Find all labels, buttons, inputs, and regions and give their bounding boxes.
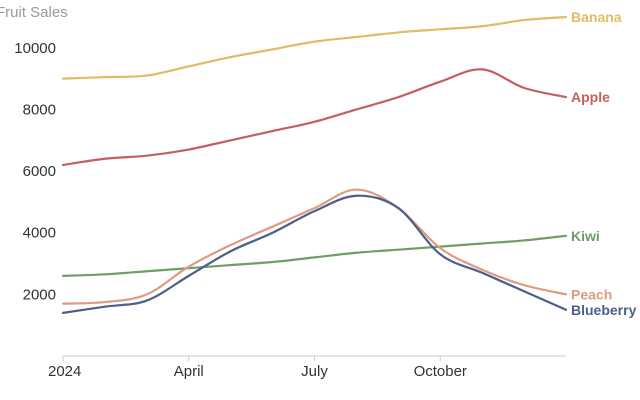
- y-tick-label: 2000: [23, 286, 56, 303]
- x-tick-label: April: [174, 363, 204, 380]
- series-label-banana: Banana: [571, 9, 622, 25]
- y-tick-label: 10000: [14, 40, 56, 57]
- series-label-apple: Apple: [571, 89, 610, 105]
- series-line-banana: [61, 15, 568, 80]
- y-tick-label: 8000: [23, 101, 56, 118]
- x-axis-ticks: 2024 April July October: [48, 356, 467, 380]
- y-tick-label: 4000: [23, 225, 56, 242]
- x-tick-label: October: [414, 363, 467, 380]
- chart-title: Fruit Sales: [0, 4, 68, 21]
- series-lines: [61, 15, 568, 314]
- x-tick-label: 2024: [48, 363, 81, 380]
- series-line-apple: [61, 68, 568, 167]
- series-line-peach: [61, 188, 568, 305]
- series-label-peach: Peach: [571, 286, 612, 302]
- y-axis-ticks: 2000 4000 6000 8000 10000: [14, 40, 56, 304]
- series-label-blueberry: Blueberry: [571, 302, 637, 318]
- series-line-kiwi: [61, 234, 568, 277]
- y-tick-label: 6000: [23, 163, 56, 180]
- series-label-kiwi: Kiwi: [571, 228, 600, 244]
- series-line-blueberry: [61, 194, 568, 314]
- x-tick-label: July: [301, 363, 328, 380]
